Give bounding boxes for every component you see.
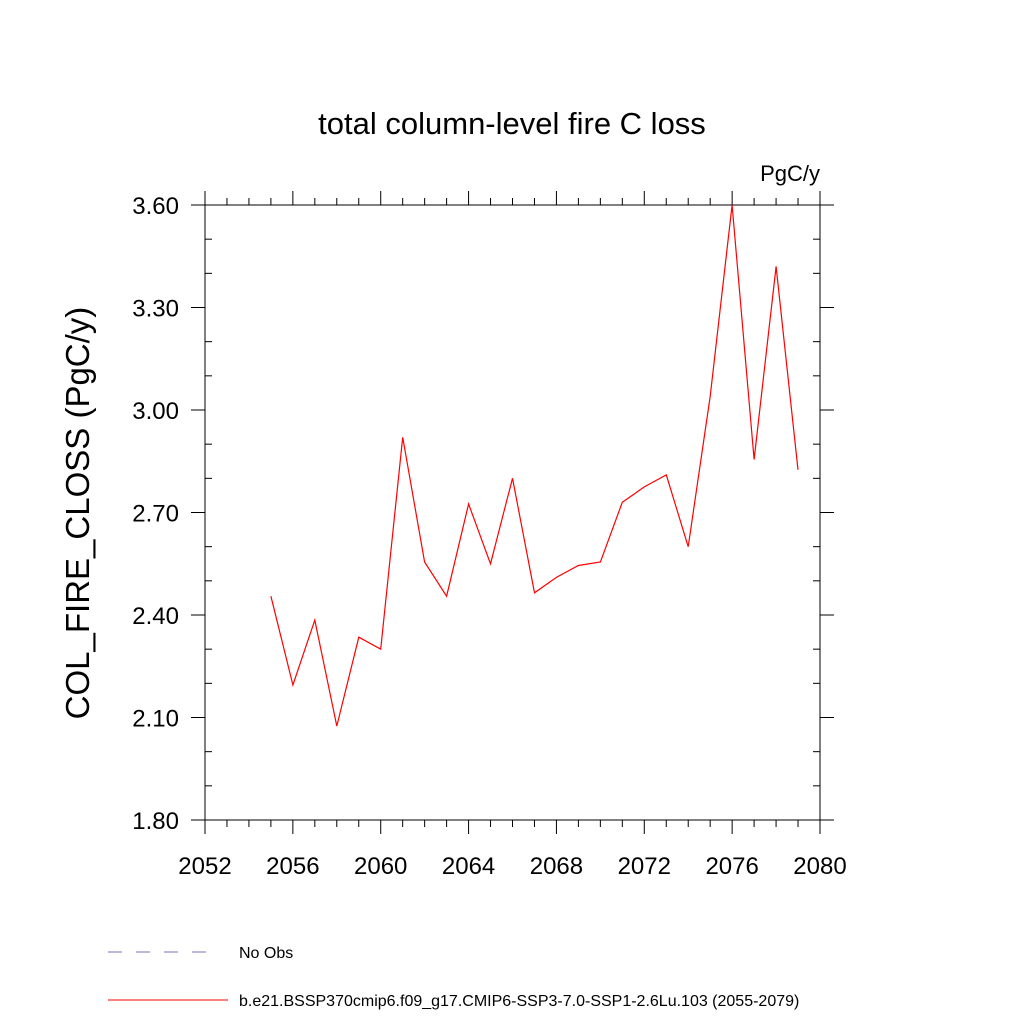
units-label: PgC/y [760, 161, 820, 186]
y-tick-labels: 1.80 2.10 2.40 2.70 3.00 3.30 3.60 [132, 193, 179, 835]
legend-label-no-obs: No Obs [239, 945, 293, 962]
series-lines [270, 204, 799, 727]
x-tick-label: 2068 [530, 853, 583, 880]
y-axis-label: COL_FIRE_CLOSS (PgC/y) [59, 307, 96, 720]
major-ticks [191, 191, 834, 834]
y-tick-label: 2.70 [132, 501, 179, 528]
legend-label-model: b.e21.BSSP370cmip6.f09_g17.CMIP6-SSP3-7.… [239, 993, 799, 1010]
x-tick-label: 2052 [178, 853, 231, 880]
legend: No Obs b.e21.BSSP370cmip6.f09_g17.CMIP6-… [108, 945, 799, 1010]
y-tick-label: 3.30 [132, 296, 179, 323]
x-tick-label: 2064 [442, 853, 495, 880]
y-tick-label: 1.80 [132, 808, 179, 835]
x-tick-label: 2076 [705, 853, 758, 880]
chart-title: total column-level fire C loss [318, 106, 706, 141]
x-tick-label: 2080 [793, 853, 846, 880]
y-tick-label: 2.10 [132, 706, 179, 733]
plot-area [204, 204, 821, 821]
minor-ticks [205, 198, 820, 827]
x-tick-label: 2060 [354, 853, 407, 880]
y-tick-label: 3.00 [132, 398, 179, 425]
y-tick-label: 3.60 [132, 193, 179, 220]
y-tick-label: 2.40 [132, 603, 179, 630]
x-tick-label: 2056 [266, 853, 319, 880]
series-line [270, 204, 799, 727]
x-tick-labels: 2052 2056 2060 2064 2068 2072 2076 2080 [178, 853, 846, 880]
x-tick-label: 2072 [618, 853, 671, 880]
